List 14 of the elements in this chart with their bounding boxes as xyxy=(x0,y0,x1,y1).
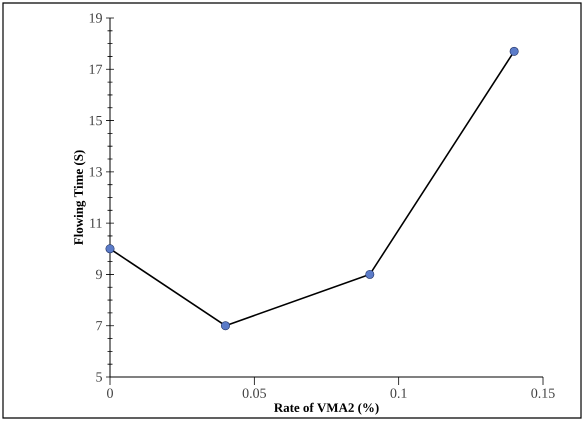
y-tick-label: 11 xyxy=(90,218,102,228)
x-tick-label: 0 xyxy=(107,388,113,398)
x-axis-title: Rate of VMA2 (%) xyxy=(274,402,379,415)
y-tick-label: 7 xyxy=(96,321,102,330)
x-tick-label: 0.1 xyxy=(390,388,407,398)
y-tick-label: 19 xyxy=(90,13,102,23)
y-tick-label: 5 xyxy=(96,372,102,382)
y-tick-label: 15 xyxy=(90,116,102,126)
y-tick-label: 17 xyxy=(90,64,102,74)
x-tick-label: 0.15 xyxy=(531,388,555,398)
y-tick-label: 9 xyxy=(96,270,102,280)
x-tick-label: 0.05 xyxy=(242,388,266,398)
y-tick-label: 13 xyxy=(90,167,102,177)
y-axis-title: Flowing Time (S) xyxy=(74,150,86,246)
